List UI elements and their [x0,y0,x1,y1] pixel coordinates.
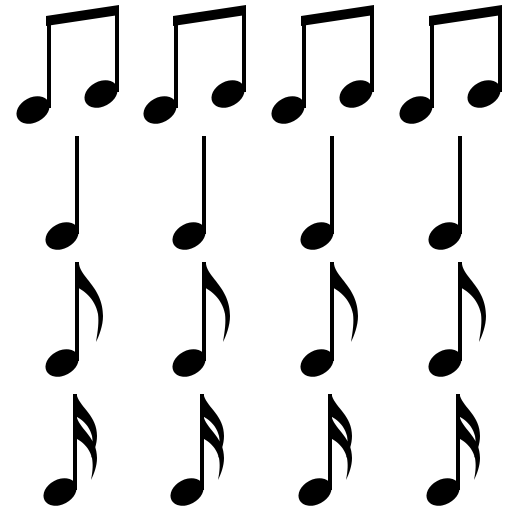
quarter-note-icon [300,136,334,250]
note-head [45,349,79,377]
note-stem [370,6,374,92]
note-head [426,478,460,506]
quarter-note-icon [428,136,462,250]
note-stem [75,262,79,361]
note-stem [200,394,204,490]
note-stem [47,20,51,108]
quarter-note-icon [172,136,206,250]
note-head [339,80,373,108]
note-head [298,478,332,506]
beamed-eighth-notes-icon [16,5,119,124]
note-flag [456,396,480,458]
note-stem [202,136,206,234]
note-head [467,80,501,108]
note-stem [498,6,502,92]
sixteenth-note-icon [298,394,352,506]
note-head [271,96,305,124]
note-head [211,80,245,108]
sixteenth-note-icon [43,394,97,506]
note-flag [200,418,224,480]
note-flag [458,264,486,342]
sixteenth-note-icon [426,394,480,506]
note-head [45,222,79,250]
note-head [428,222,462,250]
eighth-note-icon [172,262,230,377]
note-stem [174,20,178,108]
beamed-eighth-notes-icon [399,5,502,124]
note-stem [73,394,77,490]
eighth-note-icon [428,262,486,377]
note-flag [73,418,97,480]
note-flag [328,418,352,480]
note-stem [458,136,462,234]
note-flag [75,264,103,342]
note-head [43,478,77,506]
note-beam [429,5,502,26]
note-flag [73,396,97,458]
note-head [84,80,118,108]
note-beam [301,5,374,26]
sixteenth-note-icon [170,394,224,506]
note-stem [330,136,334,234]
beamed-eighth-notes-icon [143,5,246,124]
note-head [300,349,334,377]
note-head [16,96,50,124]
note-stem [75,136,79,234]
note-head [399,96,433,124]
note-stem [430,20,434,108]
eighth-note-icon [300,262,358,377]
note-head [172,349,206,377]
note-stem [330,262,334,361]
note-head [143,96,177,124]
note-stem [458,262,462,361]
eighth-note-icon [45,262,103,377]
note-flag [202,264,230,342]
note-head [300,222,334,250]
note-stem [302,20,306,108]
note-head [428,349,462,377]
note-stem [456,394,460,490]
note-stem [242,6,246,92]
beamed-eighth-notes-icon [271,5,374,124]
note-head [172,222,206,250]
note-stem [202,262,206,361]
quarter-note-icon [45,136,79,250]
note-flag [330,264,358,342]
note-beam [46,5,119,26]
note-stem [115,6,119,92]
note-stem [328,394,332,490]
note-flag [328,396,352,458]
note-flag [200,396,224,458]
note-head [170,478,204,506]
note-flag [456,418,480,480]
note-beam [173,5,246,26]
